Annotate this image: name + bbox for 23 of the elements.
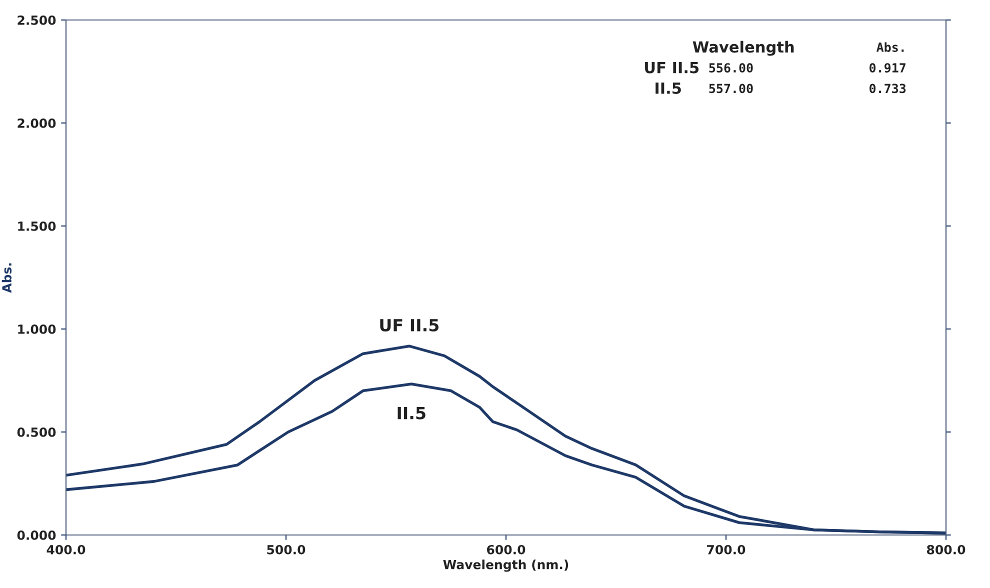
annotation: II.5 xyxy=(656,82,681,94)
y-tick-label: 0.500 xyxy=(17,427,56,437)
annotation: II.5 xyxy=(398,407,426,420)
x-axis-title: Wavelength (nm.) xyxy=(443,560,568,572)
y-tick-label: 1.500 xyxy=(18,221,56,231)
y-tick-label: 1.000 xyxy=(18,324,56,334)
annotation: UF II.5 xyxy=(645,62,699,74)
y-tick-label: 0.000 xyxy=(17,530,56,540)
y-tick-label: 2.500 xyxy=(18,15,56,25)
annotation: UF II.5 xyxy=(380,319,439,332)
annotation: 0.733 xyxy=(870,84,906,94)
annotation: 0.917 xyxy=(870,63,906,73)
x-tick-label: 800.0 xyxy=(926,544,966,554)
x-tick-label: 700.0 xyxy=(707,544,746,554)
y-tick-label: 2.000 xyxy=(18,118,56,128)
y-axis-title: Abs. xyxy=(2,263,12,293)
x-tick-label: 600.0 xyxy=(487,544,526,554)
annotation: 557.00 xyxy=(709,84,753,94)
x-tick-label: 400.0 xyxy=(46,544,86,554)
x-tick-label: 500.0 xyxy=(267,544,306,554)
annotation: 556.00 xyxy=(709,63,753,73)
annotation: Wavelength xyxy=(692,40,794,56)
annotation: Abs. xyxy=(876,42,904,52)
